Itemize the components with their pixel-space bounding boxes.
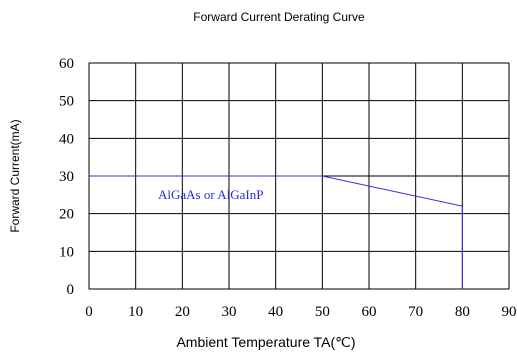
x-tick-label: 60 (362, 304, 377, 320)
y-tick-label: 0 (67, 282, 75, 298)
x-tick-label: 40 (268, 304, 283, 320)
y-tick-label: 50 (59, 94, 74, 110)
x-tick-label: 70 (408, 304, 423, 320)
x-tick-label: 90 (502, 304, 517, 320)
y-tick-labels: 0 10 20 30 40 50 60 (59, 56, 74, 298)
x-tick-label: 30 (222, 304, 237, 320)
series-label: AlGaAs or AlGaInP (158, 187, 263, 202)
series-layer (89, 175, 463, 289)
y-axis-label: Forward Current(mA) (8, 119, 22, 232)
y-tick-label: 10 (59, 244, 74, 260)
y-tick-label: 40 (59, 131, 74, 147)
x-tick-label: 80 (455, 304, 470, 320)
x-tick-label: 10 (128, 304, 143, 320)
y-tick-label: 30 (59, 169, 74, 185)
y-tick-label: 60 (59, 56, 74, 72)
x-tick-label: 0 (85, 304, 93, 320)
plot-grid (88, 62, 510, 290)
x-tick-label: 20 (175, 304, 190, 320)
y-tick-label: 20 (59, 207, 74, 223)
x-tick-label: 50 (315, 304, 330, 320)
x-tick-labels: 0 10 20 30 40 50 60 70 80 90 (85, 304, 516, 320)
x-axis-label: Ambient Temperature TA(℃) (176, 334, 355, 350)
chart-title: Forward Current Derating Curve (193, 10, 365, 24)
series-line (89, 175, 463, 289)
